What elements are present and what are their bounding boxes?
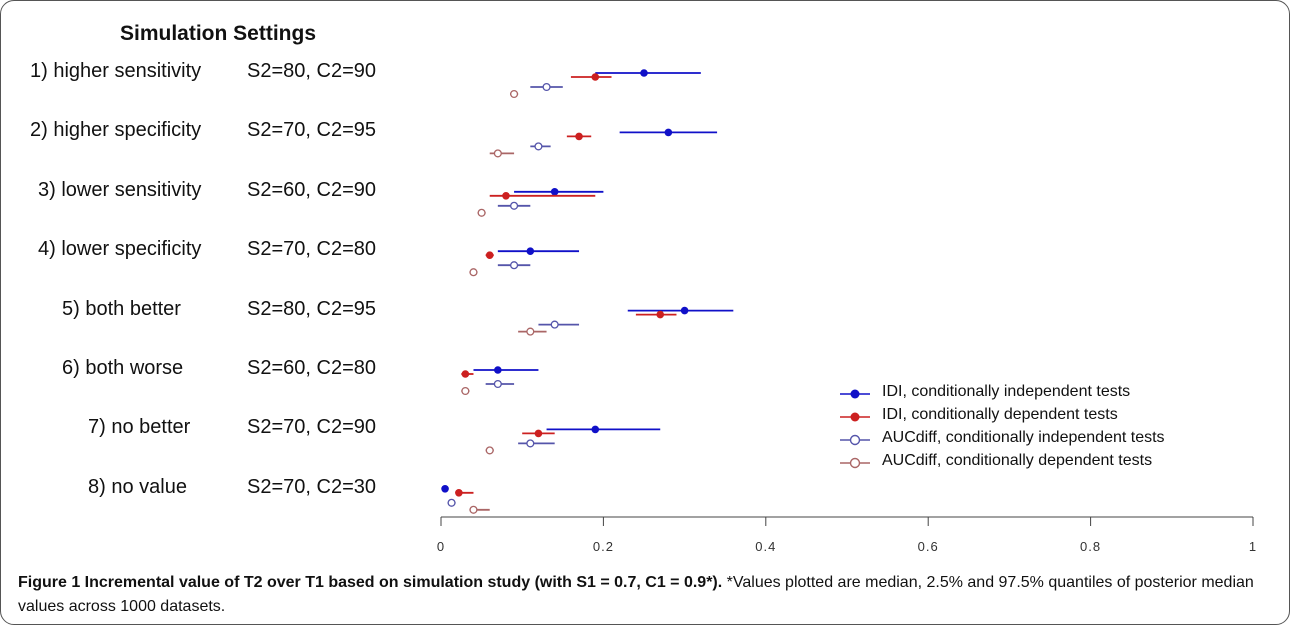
scenario-label: 7) no better [88, 416, 191, 439]
median-point [493, 149, 502, 158]
legend-label: AUCdiff, conditionally dependent tests [882, 452, 1153, 469]
x-tick-label: 1 [1249, 539, 1257, 554]
median-point [477, 208, 486, 217]
median-point [575, 132, 583, 141]
figure-caption: Figure 1 Incremental value of T2 over T1… [18, 571, 1280, 619]
legend-label: IDI, conditionally dependent tests [882, 406, 1118, 423]
scenario-label: 2) higher specificity [30, 119, 202, 142]
median-point [493, 379, 502, 389]
legend-item: IDI, conditionally independent tests [838, 383, 1278, 405]
median-point [534, 142, 543, 151]
scenario-setting: S2=70, C2=95 [247, 119, 376, 142]
scenario-setting: S2=60, C2=80 [247, 357, 376, 379]
median-point [534, 429, 543, 438]
median-point [510, 89, 519, 99]
scenario-setting: S2=60, C2=90 [247, 178, 376, 201]
legend-item: AUCdiff, conditionally dependent tests [838, 452, 1278, 474]
legend-item: IDI, conditionally dependent tests [838, 406, 1278, 428]
median-point [510, 261, 519, 270]
scenario-label: 3) lower sensitivity [38, 178, 202, 201]
median-point [526, 247, 535, 255]
median-point [550, 188, 559, 196]
x-tick-label: 0 [437, 539, 445, 554]
legend-marker-icon [840, 412, 870, 422]
median-point [447, 498, 456, 507]
median-point [664, 128, 673, 137]
x-tick-label: 0.2 [593, 539, 614, 554]
median-point [494, 366, 502, 374]
median-point [591, 73, 600, 81]
median-point [461, 386, 470, 396]
legend-item: AUCdiff, conditionally independent tests [838, 429, 1278, 451]
median-point [455, 489, 463, 497]
scenario-setting: S2=80, C2=95 [247, 297, 376, 320]
scenario-setting: S2=70, C2=30 [247, 475, 376, 498]
median-point [591, 425, 600, 434]
caption-title: Figure 1 Incremental value of T2 over T1… [18, 574, 723, 591]
legend-marker-icon [840, 434, 870, 446]
median-point [526, 439, 535, 448]
x-tick-label: 0.4 [755, 539, 776, 554]
median-point [640, 69, 648, 77]
scenario-setting: S2=70, C2=80 [247, 238, 376, 261]
median-point [550, 320, 559, 329]
median-point [469, 505, 478, 514]
legend-marker-icon [840, 457, 870, 469]
simulation-settings-heading: Simulation Settings [120, 22, 317, 45]
caption-note: *Values plotted are median, 2.5% and 97.… [18, 574, 1254, 615]
legend-marker-icon [840, 389, 870, 399]
median-point [502, 192, 510, 200]
scenario-label: 6) both worse [62, 357, 184, 379]
median-point [485, 251, 494, 259]
scenario-label: 1) higher sensitivity [30, 60, 202, 82]
median-point [510, 201, 519, 210]
scenario-label: 4) lower specificity [38, 238, 202, 261]
legend-label: IDI, conditionally independent tests [882, 383, 1131, 400]
legend-label: AUCdiff, conditionally independent tests [882, 429, 1165, 446]
median-point [526, 327, 535, 336]
median-point [461, 370, 470, 378]
x-tick-label: 0.8 [1080, 539, 1101, 554]
scenario-label: 8) no value [88, 475, 187, 498]
median-point [656, 310, 665, 319]
median-point [469, 268, 478, 277]
scenario-setting: S2=80, C2=90 [247, 60, 376, 82]
scenario-label: 5) both better [62, 297, 181, 320]
x-tick-label: 0.6 [918, 539, 939, 554]
median-point [441, 485, 449, 493]
median-point [485, 446, 494, 455]
median-point [542, 82, 551, 92]
median-point [680, 306, 689, 315]
scenario-setting: S2=70, C2=90 [247, 416, 376, 439]
